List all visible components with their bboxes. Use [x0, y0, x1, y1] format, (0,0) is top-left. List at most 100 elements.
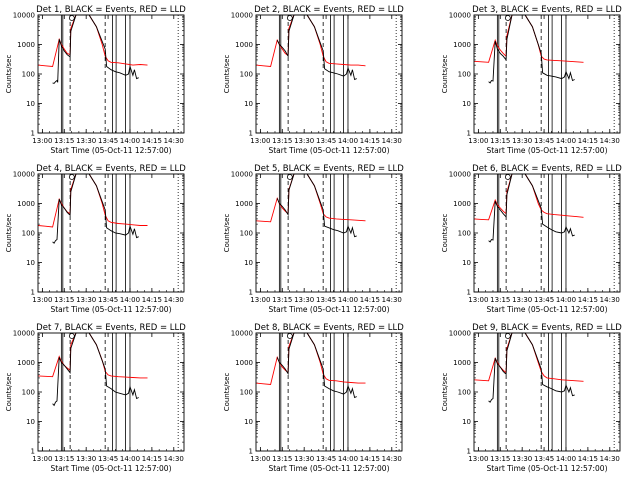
x-tick-label: 13:45: [316, 455, 336, 463]
x-tick-label: 13:15: [54, 455, 74, 463]
y-tick-label: 100: [458, 230, 471, 238]
events-series-line: [488, 14, 575, 84]
peak-marker: [68, 333, 75, 339]
x-axis-label: Start Time (05-Oct-11 12:57:00): [268, 464, 389, 473]
x-tick-label: 13:15: [272, 137, 292, 145]
lld-series-line: [473, 332, 584, 382]
plot-frame: [255, 14, 403, 134]
y-axis-label: Counts/sec: [5, 55, 13, 94]
x-tick-label: 13:30: [76, 296, 96, 304]
lld-series-line: [37, 332, 148, 379]
y-tick-label: 100: [22, 389, 35, 397]
events-series-line: [52, 173, 139, 244]
y-tick-label: 1000: [17, 359, 35, 367]
x-tick-label: 14:15: [142, 296, 162, 304]
y-tick-label: 1000: [453, 41, 471, 49]
x-tick-label: 13:30: [294, 137, 314, 145]
y-axis-label: Counts/sec: [223, 373, 231, 412]
chart-title: Det 8, BLACK = Events, RED = LLD: [254, 323, 404, 333]
y-axis-label: Counts/sec: [5, 373, 13, 412]
y-tick-label: 1: [31, 448, 35, 456]
peak-marker: [68, 174, 75, 180]
y-tick-label: 1: [467, 289, 471, 297]
lld-series-line: [255, 14, 366, 67]
lld-series-line: [255, 173, 366, 223]
x-tick-label: 13:45: [316, 137, 336, 145]
events-series-line: [488, 332, 575, 403]
x-axis-label: Start Time (05-Oct-11 12:57:00): [50, 464, 171, 473]
x-tick-label: 14:15: [578, 137, 598, 145]
x-tick-label: 14:30: [164, 455, 184, 463]
detector-panel-9: Det 9, BLACK = Events, RED = LLD Counts/s…: [441, 323, 622, 473]
x-tick-label: 13:45: [316, 296, 336, 304]
y-tick-label: 10000: [13, 171, 35, 179]
events-series-line: [488, 173, 575, 243]
x-tick-label: 14:15: [578, 455, 598, 463]
x-tick-label: 13:00: [250, 455, 270, 463]
y-tick-label: 10: [462, 100, 471, 108]
x-tick-label: 13:30: [294, 455, 314, 463]
y-tick-label: 10: [462, 418, 471, 426]
y-tick-label: 100: [240, 230, 253, 238]
x-tick-label: 13:30: [294, 296, 314, 304]
x-tick-label: 14:30: [164, 137, 184, 145]
detector-panel-8: Det 8, BLACK = Events, RED = LLD Counts/s…: [223, 323, 404, 473]
y-tick-label: 1: [31, 130, 35, 138]
y-tick-label: 1000: [17, 200, 35, 208]
y-tick-label: 10000: [13, 330, 35, 338]
y-tick-label: 10: [244, 418, 253, 426]
x-tick-label: 13:00: [32, 296, 52, 304]
x-tick-label: 13:15: [54, 296, 74, 304]
peak-marker: [504, 15, 511, 21]
chart-title: Det 9, BLACK = Events, RED = LLD: [472, 323, 622, 333]
plot-frame: [255, 173, 403, 293]
x-tick-label: 13:45: [534, 296, 554, 304]
plot-frame: [473, 14, 621, 134]
y-axis-label: Counts/sec: [223, 55, 231, 94]
chart-title: Det 7, BLACK = Events, RED = LLD: [36, 323, 186, 333]
y-tick-label: 1: [467, 130, 471, 138]
x-tick-label: 14:15: [578, 296, 598, 304]
chart-title: Det 6, BLACK = Events, RED = LLD: [472, 164, 622, 174]
x-tick-label: 13:15: [490, 296, 510, 304]
y-tick-label: 10000: [231, 12, 253, 20]
x-tick-label: 13:15: [272, 296, 292, 304]
x-tick-label: 14:00: [338, 455, 358, 463]
detector-panel-1: Det 1, BLACK = Events, RED = LLD Counts/s…: [5, 5, 186, 155]
x-tick-label: 14:00: [120, 296, 140, 304]
x-axis-label: Start Time (05-Oct-11 12:57:00): [268, 305, 389, 314]
events-series-line: [52, 332, 139, 407]
x-tick-label: 14:00: [338, 296, 358, 304]
x-axis-label: Start Time (05-Oct-11 12:57:00): [486, 146, 607, 155]
y-tick-label: 10000: [449, 330, 471, 338]
x-tick-label: 13:45: [98, 296, 118, 304]
x-tick-label: 14:30: [600, 455, 620, 463]
detector-panel-4: Det 4, BLACK = Events, RED = LLD Counts/s…: [5, 164, 186, 314]
x-tick-label: 14:30: [600, 296, 620, 304]
lld-series-line: [473, 14, 584, 63]
x-tick-label: 14:00: [556, 137, 576, 145]
x-tick-label: 14:30: [164, 296, 184, 304]
y-tick-label: 1000: [235, 41, 253, 49]
x-tick-label: 14:15: [360, 137, 380, 145]
y-tick-label: 1000: [235, 200, 253, 208]
x-tick-label: 14:00: [120, 137, 140, 145]
x-axis-label: Start Time (05-Oct-11 12:57:00): [50, 146, 171, 155]
x-tick-label: 13:30: [512, 296, 532, 304]
x-tick-label: 13:15: [272, 455, 292, 463]
y-axis-label: Counts/sec: [441, 373, 449, 412]
detector-panel-5: Det 5, BLACK = Events, RED = LLD Counts/s…: [223, 164, 404, 314]
lld-series-line: [37, 14, 148, 67]
x-tick-label: 14:30: [382, 137, 402, 145]
x-tick-label: 14:00: [338, 137, 358, 145]
x-tick-label: 13:45: [98, 137, 118, 145]
x-tick-label: 14:00: [556, 296, 576, 304]
x-tick-label: 13:15: [490, 137, 510, 145]
x-tick-label: 14:00: [120, 455, 140, 463]
x-tick-label: 13:15: [490, 455, 510, 463]
detector-panel-2: Det 2, BLACK = Events, RED = LLD Counts/s…: [223, 5, 404, 155]
y-tick-label: 10000: [231, 171, 253, 179]
y-tick-label: 1000: [453, 359, 471, 367]
y-axis-label: Counts/sec: [441, 55, 449, 94]
